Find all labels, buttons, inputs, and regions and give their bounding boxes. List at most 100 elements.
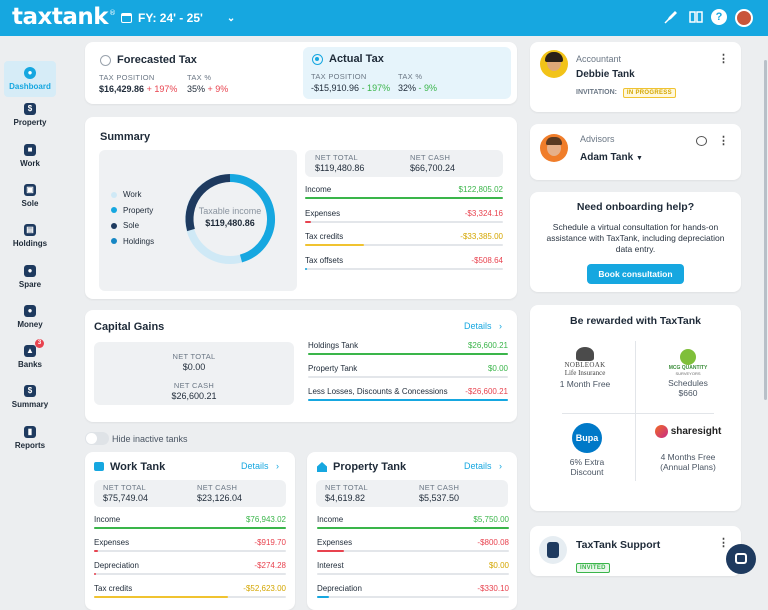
sharesight-brand: sharesight [670,426,722,437]
chat-launcher-button[interactable] [726,544,756,574]
capital-net-cash: $26,600.21 [171,391,217,401]
scrollbar-thumb[interactable] [764,60,767,400]
reward-nobleoak[interactable]: NOBLEOAK Life Insurance 1 Month Free [540,347,630,389]
breakdown-row[interactable]: Tax credits -$52,623.00 [94,584,286,593]
sidebar-item-work[interactable]: ■ Work [4,142,56,172]
actual-title: Actual Tax [329,53,384,65]
sharesight-offer: 4 Months Free [660,452,716,462]
breakdown-row[interactable]: Depreciation -$274.28 [94,561,286,570]
legend-label: Sole [123,221,140,230]
mcg-offer: Schedules [668,378,708,388]
reward-sharesight[interactable]: sharesight 4 Months Free (Annual Plans) [636,425,740,472]
row-label: Tax offsets [305,255,344,265]
breakdown-row[interactable]: Income $5,750.00 [317,515,509,524]
summary-legend: Work Property Sole Holdings [111,187,154,249]
reward-mcg[interactable]: MCG QUANTITY SURVEYORS Schedules $660 [640,349,736,398]
breakdown-row[interactable]: Expenses -$3,324.16 [305,209,503,218]
row-value: $26,600.21 [467,341,508,350]
sidebar-item-reports[interactable]: ▮ Reports [4,424,56,454]
mcg-brand2: SURVEYORS [675,371,701,376]
breakdown-row[interactable]: Income $76,943.02 [94,515,286,524]
sidebar-item-sole[interactable]: ▣ Sole [4,182,56,212]
actual-tax-option[interactable]: Actual Tax TAX POSITION -$15,910.96 - 19… [303,47,511,99]
row-value: $76,943.02 [245,515,286,524]
row-progress-bar [317,573,509,575]
breakdown-row[interactable]: Less Losses, Discounts & Concessions -$26… [308,387,508,396]
legend-item: Property [111,203,154,219]
accountant-role: Accountant [576,54,622,64]
legend-item: Sole [111,218,154,234]
fy-selector[interactable]: FY: 24' - 25' ⌄ [121,11,235,25]
row-progress-bar [305,244,503,246]
user-avatar[interactable] [735,9,753,27]
sidebar-item-spare[interactable]: ● Spare [4,263,56,293]
sidebar-item-banks[interactable]: ▲ Banks 3 [4,339,56,373]
breakdown-row[interactable]: Tax offsets -$508.64 [305,256,503,265]
sidebar-item-dashboard[interactable]: ● Dashboard [4,61,56,97]
forecasted-radio[interactable] [100,55,111,66]
sidebar-item-summary[interactable]: $ Summary [4,383,56,413]
breakdown-row[interactable]: Property Tank $0.00 [308,364,508,373]
row-progress-fill [317,527,509,529]
row-progress-fill [94,596,229,598]
breakdown-row[interactable]: Interest $0.00 [317,561,509,570]
holdings-icon: ▤ [24,224,36,237]
rocket-icon[interactable] [662,9,680,27]
sidebar-item-property[interactable]: $ Property [4,101,56,131]
chat-bubble-icon [735,553,747,564]
rewards-title: Be rewarded with TaxTank [570,315,701,327]
row-value: -$508.64 [471,255,503,265]
more-icon[interactable]: ⋮ [718,53,729,65]
breakdown-row[interactable]: Holdings Tank $26,600.21 [308,341,508,350]
donut-label: Taxable income [198,206,262,216]
reward-bupa[interactable]: Bupa 6% Extra Discount [552,423,622,477]
help-icon[interactable]: ? [711,9,729,27]
book-consultation-button[interactable]: Book consultation [587,264,684,284]
support-status-badge: INVITED [576,563,610,573]
forecasted-tax-option[interactable]: Forecasted Tax TAX POSITION $16,429.86 +… [93,45,295,101]
legend-label: Holdings [123,236,155,246]
work-net-total: $75,749.04 [103,493,149,503]
actual-pos-label: TAX POSITION [311,72,367,81]
summary-card: Summary Work Property Sole Holdings Taxable… [85,117,517,299]
onboarding-title: Need onboarding help? [576,201,695,213]
bupa-offer2: Discount [570,467,604,477]
more-icon[interactable]: ⋮ [718,537,729,549]
row-value: -$800.08 [477,538,509,547]
nobleoak-brand2: Life Insurance [564,369,606,377]
more-icon[interactable]: ⋮ [718,135,729,147]
mcg-offer2: $660 [678,388,698,398]
work-details-link[interactable]: Details › [241,461,279,471]
breakdown-row[interactable]: Tax credits -$33,385.00 [305,232,503,241]
breakdown-row[interactable]: Depreciation -$330.10 [317,584,509,593]
property-net-box: NET TOTAL $4,619.82 NET CASH $5,537.50 [316,480,508,507]
row-value: -$26,600.21 [465,387,508,396]
onboarding-text: Schedule a virtual consultation for hand… [546,222,725,254]
hide-inactive-toggle[interactable] [85,432,109,445]
row-value: $5,750.00 [473,515,509,524]
breakdown-row[interactable]: Income $122,805.02 [305,185,503,194]
sidebar-item-holdings[interactable]: ▤ Holdings [4,222,56,252]
row-progress-bar [94,527,286,529]
actual-pct: 32% [398,83,417,93]
advisor-select[interactable]: Adam Tank ▼ [580,152,643,163]
book-icon[interactable] [687,9,705,27]
work-title: Work Tank [110,461,166,473]
breakdown-row[interactable]: Expenses -$800.08 [317,538,509,547]
row-value: $0.00 [487,364,508,373]
taxtank-logo[interactable]: taxtank® [12,4,116,30]
capital-details-link[interactable]: Details › [464,321,502,331]
nobleoak-tree-icon [576,347,594,361]
chat-icon[interactable] [696,136,707,146]
sidebar-item-money[interactable]: ● Money [4,303,56,333]
row-label: Depreciation [94,561,139,570]
property-details-link[interactable]: Details › [464,461,502,471]
piggy-icon: ● [24,304,36,317]
dollar-icon: $ [24,103,36,116]
actual-radio[interactable] [312,54,323,65]
row-progress-fill [305,244,365,246]
capital-net-total: $0.00 [182,362,206,372]
capital-title: Capital Gains [94,321,165,333]
breakdown-row[interactable]: Expenses -$919.70 [94,538,286,547]
rewards-divider-v [635,341,636,481]
